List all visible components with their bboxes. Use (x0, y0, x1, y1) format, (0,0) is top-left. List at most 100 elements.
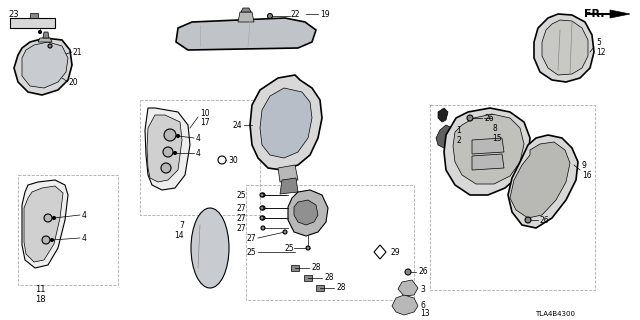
Text: 22: 22 (290, 10, 300, 19)
Polygon shape (534, 14, 594, 82)
Circle shape (38, 30, 42, 34)
Polygon shape (542, 20, 588, 75)
Text: 8: 8 (492, 124, 497, 132)
Circle shape (218, 156, 226, 164)
Text: 1: 1 (456, 125, 461, 134)
Text: 20: 20 (68, 77, 77, 86)
Text: 26: 26 (418, 268, 428, 276)
Text: 19: 19 (320, 10, 330, 19)
Text: 15: 15 (492, 133, 502, 142)
Text: 27: 27 (246, 234, 256, 243)
Polygon shape (250, 75, 322, 170)
Text: 28: 28 (324, 274, 333, 283)
Text: 18: 18 (35, 295, 45, 305)
Polygon shape (436, 125, 454, 148)
Polygon shape (22, 180, 68, 268)
Polygon shape (22, 42, 68, 88)
Polygon shape (316, 285, 324, 291)
Text: 27: 27 (236, 204, 246, 212)
Circle shape (268, 13, 273, 19)
Circle shape (52, 217, 56, 220)
Circle shape (260, 206, 264, 210)
Polygon shape (294, 200, 318, 225)
Text: 25: 25 (236, 190, 246, 199)
Polygon shape (238, 12, 254, 22)
Circle shape (164, 129, 176, 141)
Text: 4: 4 (82, 234, 87, 243)
Text: 2: 2 (456, 135, 461, 145)
Polygon shape (278, 165, 298, 182)
Polygon shape (14, 38, 72, 95)
Polygon shape (472, 154, 504, 170)
Circle shape (467, 115, 473, 121)
Text: 4: 4 (82, 211, 87, 220)
Polygon shape (508, 135, 578, 228)
Text: 4: 4 (196, 148, 201, 157)
Polygon shape (280, 178, 298, 194)
Polygon shape (453, 114, 524, 184)
Polygon shape (43, 32, 49, 38)
Text: 24: 24 (232, 121, 242, 130)
Text: 12: 12 (596, 47, 605, 57)
Polygon shape (30, 13, 38, 18)
Polygon shape (241, 8, 251, 12)
Text: 21: 21 (72, 47, 81, 57)
Circle shape (51, 238, 54, 242)
Text: 25: 25 (246, 247, 256, 257)
Text: 28: 28 (311, 263, 321, 273)
Text: 6: 6 (420, 300, 425, 309)
Circle shape (163, 147, 173, 157)
Circle shape (261, 206, 265, 210)
Polygon shape (147, 115, 182, 182)
Polygon shape (291, 265, 299, 271)
Circle shape (173, 151, 177, 155)
Bar (430, 105, 595, 290)
Polygon shape (38, 38, 52, 42)
Polygon shape (260, 88, 312, 158)
Circle shape (261, 193, 265, 197)
Ellipse shape (191, 208, 229, 288)
Circle shape (405, 269, 411, 275)
Text: 26: 26 (484, 114, 493, 123)
Circle shape (44, 214, 52, 222)
Circle shape (525, 217, 531, 223)
Text: 14: 14 (174, 230, 184, 239)
Text: 4: 4 (196, 133, 201, 142)
Text: 30: 30 (228, 156, 237, 164)
Polygon shape (610, 10, 630, 18)
Circle shape (260, 216, 264, 220)
Text: 11: 11 (35, 285, 45, 294)
Text: FR.: FR. (584, 9, 605, 19)
Text: 9: 9 (582, 161, 587, 170)
Circle shape (42, 236, 50, 244)
Text: 7: 7 (179, 220, 184, 229)
Circle shape (261, 226, 265, 230)
Text: TLA4B4300: TLA4B4300 (535, 311, 575, 317)
Text: 13: 13 (420, 308, 429, 317)
Text: 17: 17 (200, 117, 210, 126)
Polygon shape (176, 18, 316, 50)
Text: 10: 10 (200, 108, 210, 117)
Bar (246, 185, 414, 300)
Bar (18, 175, 118, 285)
Circle shape (48, 44, 52, 48)
Text: 28: 28 (336, 284, 346, 292)
Text: 3: 3 (420, 285, 425, 294)
Polygon shape (304, 275, 312, 281)
Polygon shape (398, 280, 418, 296)
Polygon shape (472, 138, 504, 154)
Text: 5: 5 (596, 37, 601, 46)
Circle shape (306, 246, 310, 250)
Polygon shape (288, 190, 328, 236)
Text: 27: 27 (236, 223, 246, 233)
Polygon shape (510, 142, 570, 218)
Text: 23: 23 (8, 10, 19, 19)
Text: 25: 25 (284, 244, 294, 252)
Polygon shape (145, 108, 190, 190)
Polygon shape (392, 295, 418, 315)
Polygon shape (374, 245, 386, 259)
Circle shape (261, 216, 265, 220)
Polygon shape (444, 108, 530, 195)
Polygon shape (10, 18, 55, 28)
Circle shape (283, 230, 287, 234)
